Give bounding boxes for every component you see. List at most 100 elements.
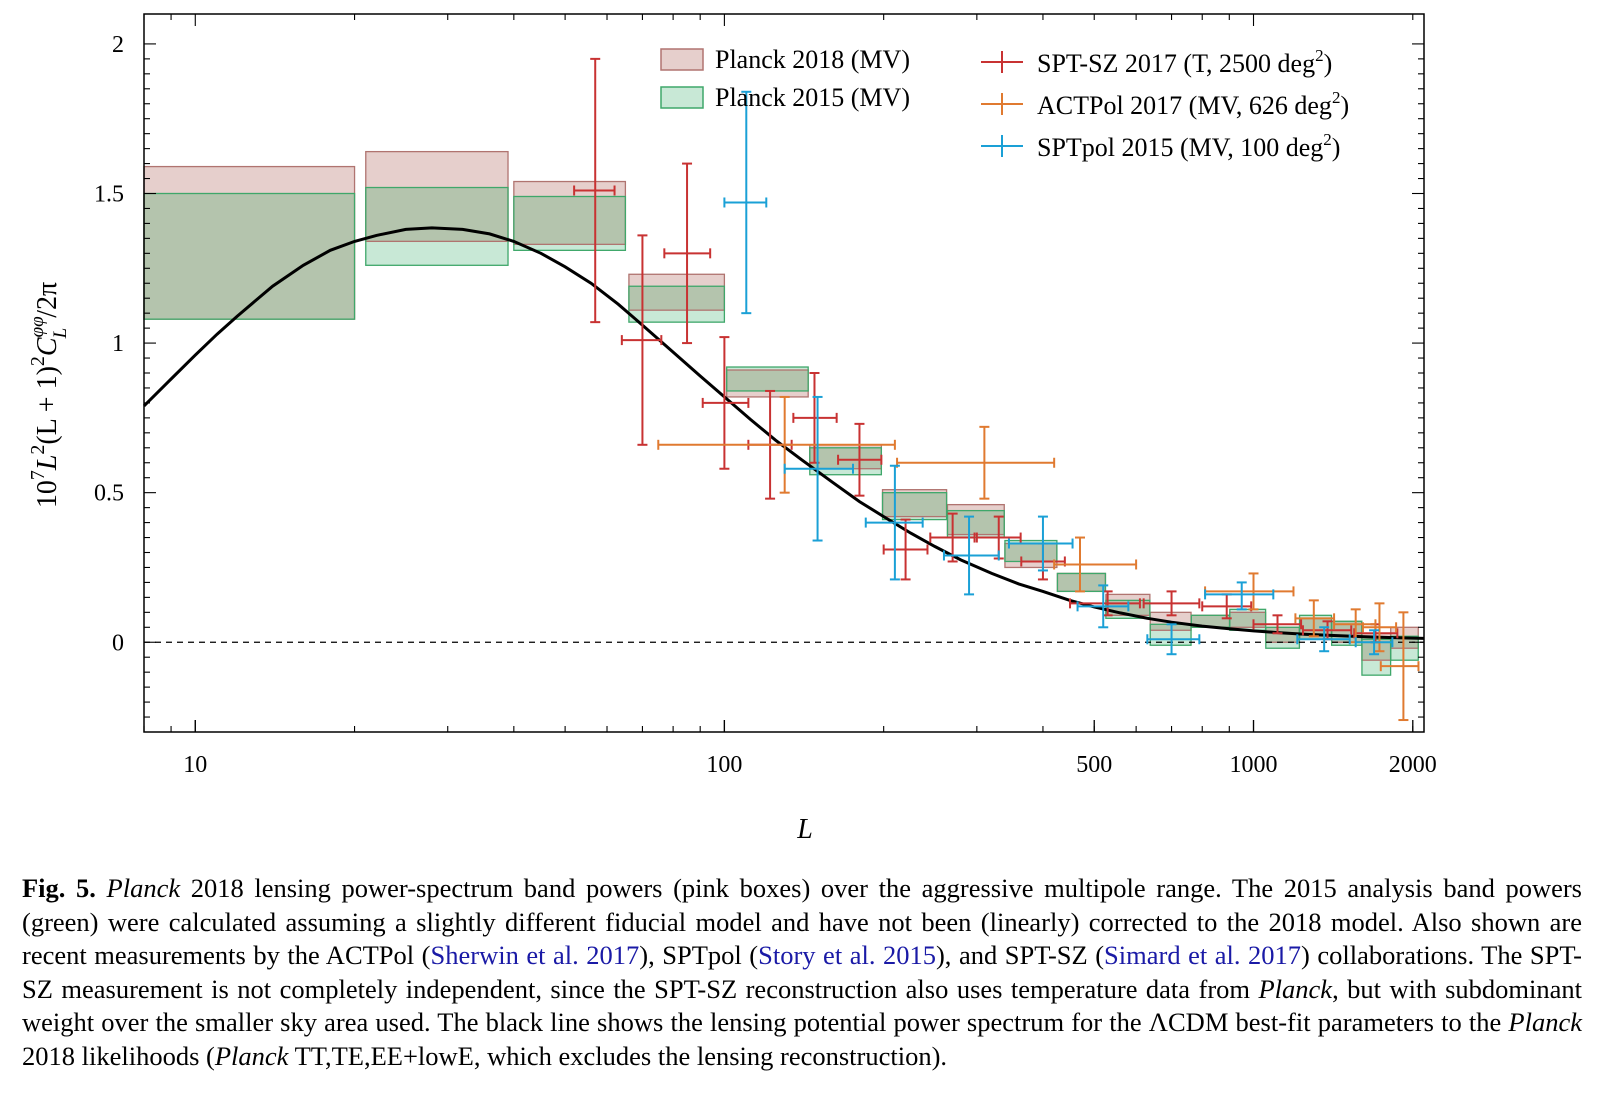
y-title-part: 10 (32, 480, 63, 508)
planck2015-box-outline (628, 285, 726, 323)
legend: Planck 2018 (MV) Planck 2015 (MV) SPT-SZ… (660, 45, 1349, 162)
sptsz-point (1252, 614, 1303, 635)
actpol-point (1294, 599, 1336, 638)
legend-label-sptpol-sup: 2 (1323, 130, 1332, 149)
legend-swatch-planck2015 (660, 86, 704, 109)
y-tick-label: 0 (112, 630, 124, 656)
sptsz-point (701, 336, 750, 470)
legend-marker-sptpol (981, 135, 1023, 157)
sptpol-point (723, 90, 768, 315)
citation-link[interactable]: Sherwin et al. 2017 (430, 940, 640, 970)
legend-label-actpol-main: ACTPol 2017 (MV, 626 deg (1037, 91, 1332, 120)
overlap-box (1390, 636, 1419, 649)
figure-caption: Fig. 5. Planck 2018 lensing power-spectr… (22, 872, 1582, 1073)
sptsz-point (792, 372, 838, 464)
x-tick-label: 500 (1076, 752, 1112, 778)
overlap-box (513, 196, 626, 245)
overlap-box (882, 492, 947, 517)
planck2015-box-outline (365, 186, 509, 266)
caption-text: Planck (106, 873, 181, 903)
sptsz-point (837, 422, 883, 497)
overlap-box (144, 193, 355, 320)
y-title-part: 2 (27, 445, 49, 455)
caption-text: Planck (1508, 1007, 1582, 1037)
caption-label: Fig. 5. (22, 873, 96, 903)
caption-text: ), SPTpol ( (639, 940, 759, 970)
legend-label-sptpol-main: SPTpol 2015 (MV, 100 deg (1037, 133, 1323, 162)
legend-label-sptpol-close: ) (1332, 133, 1341, 162)
legend-label-sptsz-close: ) (1324, 49, 1333, 78)
actpol-point (1204, 572, 1295, 611)
x-tick-label: 100 (706, 752, 742, 778)
overlap-box (1004, 543, 1057, 562)
caption-text: ), and SPT-SZ ( (935, 940, 1105, 970)
legend-label-sptsz: SPT-SZ 2017 (T, 2500 deg2) (1037, 46, 1332, 78)
y-tick-label: 0.5 (94, 481, 124, 507)
y-title-part: (L + 1) (32, 366, 63, 445)
y-title-part: C (32, 337, 63, 356)
x-tick-label: 2000 (1389, 752, 1437, 778)
actpol-point (896, 425, 1056, 500)
caption-text: 2018 lensing power-spectrum band powers … (22, 873, 1582, 970)
legend-marker-sptsz (981, 51, 1023, 73)
x-tick-label: 1000 (1230, 752, 1278, 778)
figure: 10 100 500 1000 2000 0 0.5 1 1.5 2 Planck 2018 (M… (27, 13, 1437, 845)
errorbar-groups (573, 57, 1420, 722)
caption-text: , but with subdominant weight over the s… (22, 973, 1582, 1038)
sptpol-point (783, 395, 854, 542)
legend-label-actpol-sup: 2 (1332, 88, 1341, 107)
sptpol-point (1296, 626, 1351, 653)
legend-label-actpol-close: ) (1340, 91, 1349, 120)
legend-label-actpol: ACTPol 2017 (MV, 626 deg2) (1037, 88, 1349, 120)
sptpol-point (1354, 629, 1394, 656)
y-title-part: L (32, 455, 63, 472)
sptsz-point (620, 234, 663, 446)
caption-text: ) collaborations. The SPT-SZ measurement… (22, 940, 1582, 1004)
actpol-point (1379, 611, 1420, 722)
y-title-part: L (50, 328, 71, 340)
legend-marker-actpol (981, 93, 1023, 115)
sptsz-point (882, 518, 929, 581)
x-tick-label: 10 (183, 752, 207, 778)
sptpol-point (1146, 623, 1201, 656)
y-tick-label: 2 (112, 32, 124, 58)
sptpol-point (864, 464, 924, 581)
sptpol-point (1076, 584, 1130, 629)
overlap-box (809, 447, 882, 469)
y-tick-label: 1.5 (94, 182, 124, 208)
axes: 10 100 500 1000 2000 0 0.5 1 1.5 2 (94, 13, 1437, 778)
y-title-part: /2π (32, 282, 63, 318)
y-axis-title: 107L2(L + 1)2Cφφ L/2π (27, 282, 71, 508)
legend-swatch-planck2018 (660, 48, 704, 71)
overlap-box (628, 286, 725, 311)
caption-text: 2018 likelihoods ( (22, 1040, 215, 1071)
y-axis-title-text: 107L2(L + 1)2Cφφ L/2π (27, 282, 71, 508)
sptsz-point (573, 57, 616, 324)
actpol-point (1361, 602, 1398, 653)
citation-link[interactable]: Story et al. 2015 (758, 940, 936, 970)
sptsz-point (929, 512, 976, 563)
legend-label-sptpol: SPTpol 2015 (MV, 100 deg2) (1037, 130, 1340, 162)
legend-label-sptsz-sup: 2 (1315, 46, 1324, 65)
model-curve-group (142, 226, 1425, 640)
y-title-part: 7 (27, 470, 49, 480)
lcdm-model-line (142, 226, 1425, 640)
sptpol-point (1007, 515, 1074, 572)
actpol-point (657, 395, 896, 494)
sptsz-point (1142, 590, 1201, 617)
overlap-box (1191, 615, 1230, 628)
sptpol-point (942, 515, 1000, 596)
citation-link[interactable]: Simard et al. 2017 (1104, 940, 1302, 970)
y-tick-label: 1 (112, 331, 124, 357)
x-axis-title: L (796, 814, 813, 845)
caption-text: Planck (1258, 973, 1333, 1004)
y-title-part: 2 (27, 356, 49, 366)
planck2015-box-outline (881, 492, 948, 521)
legend-label-planck2018: Planck 2018 (MV) (715, 45, 910, 74)
sptpol-point (1204, 581, 1275, 611)
overlap-box (947, 510, 1005, 535)
caption-text: TT,TE,EE+lowE, which excludes the lensin… (288, 1040, 948, 1071)
actpol-point (1053, 536, 1138, 593)
sptsz-point (663, 162, 712, 345)
caption-text: Planck (214, 1040, 289, 1071)
